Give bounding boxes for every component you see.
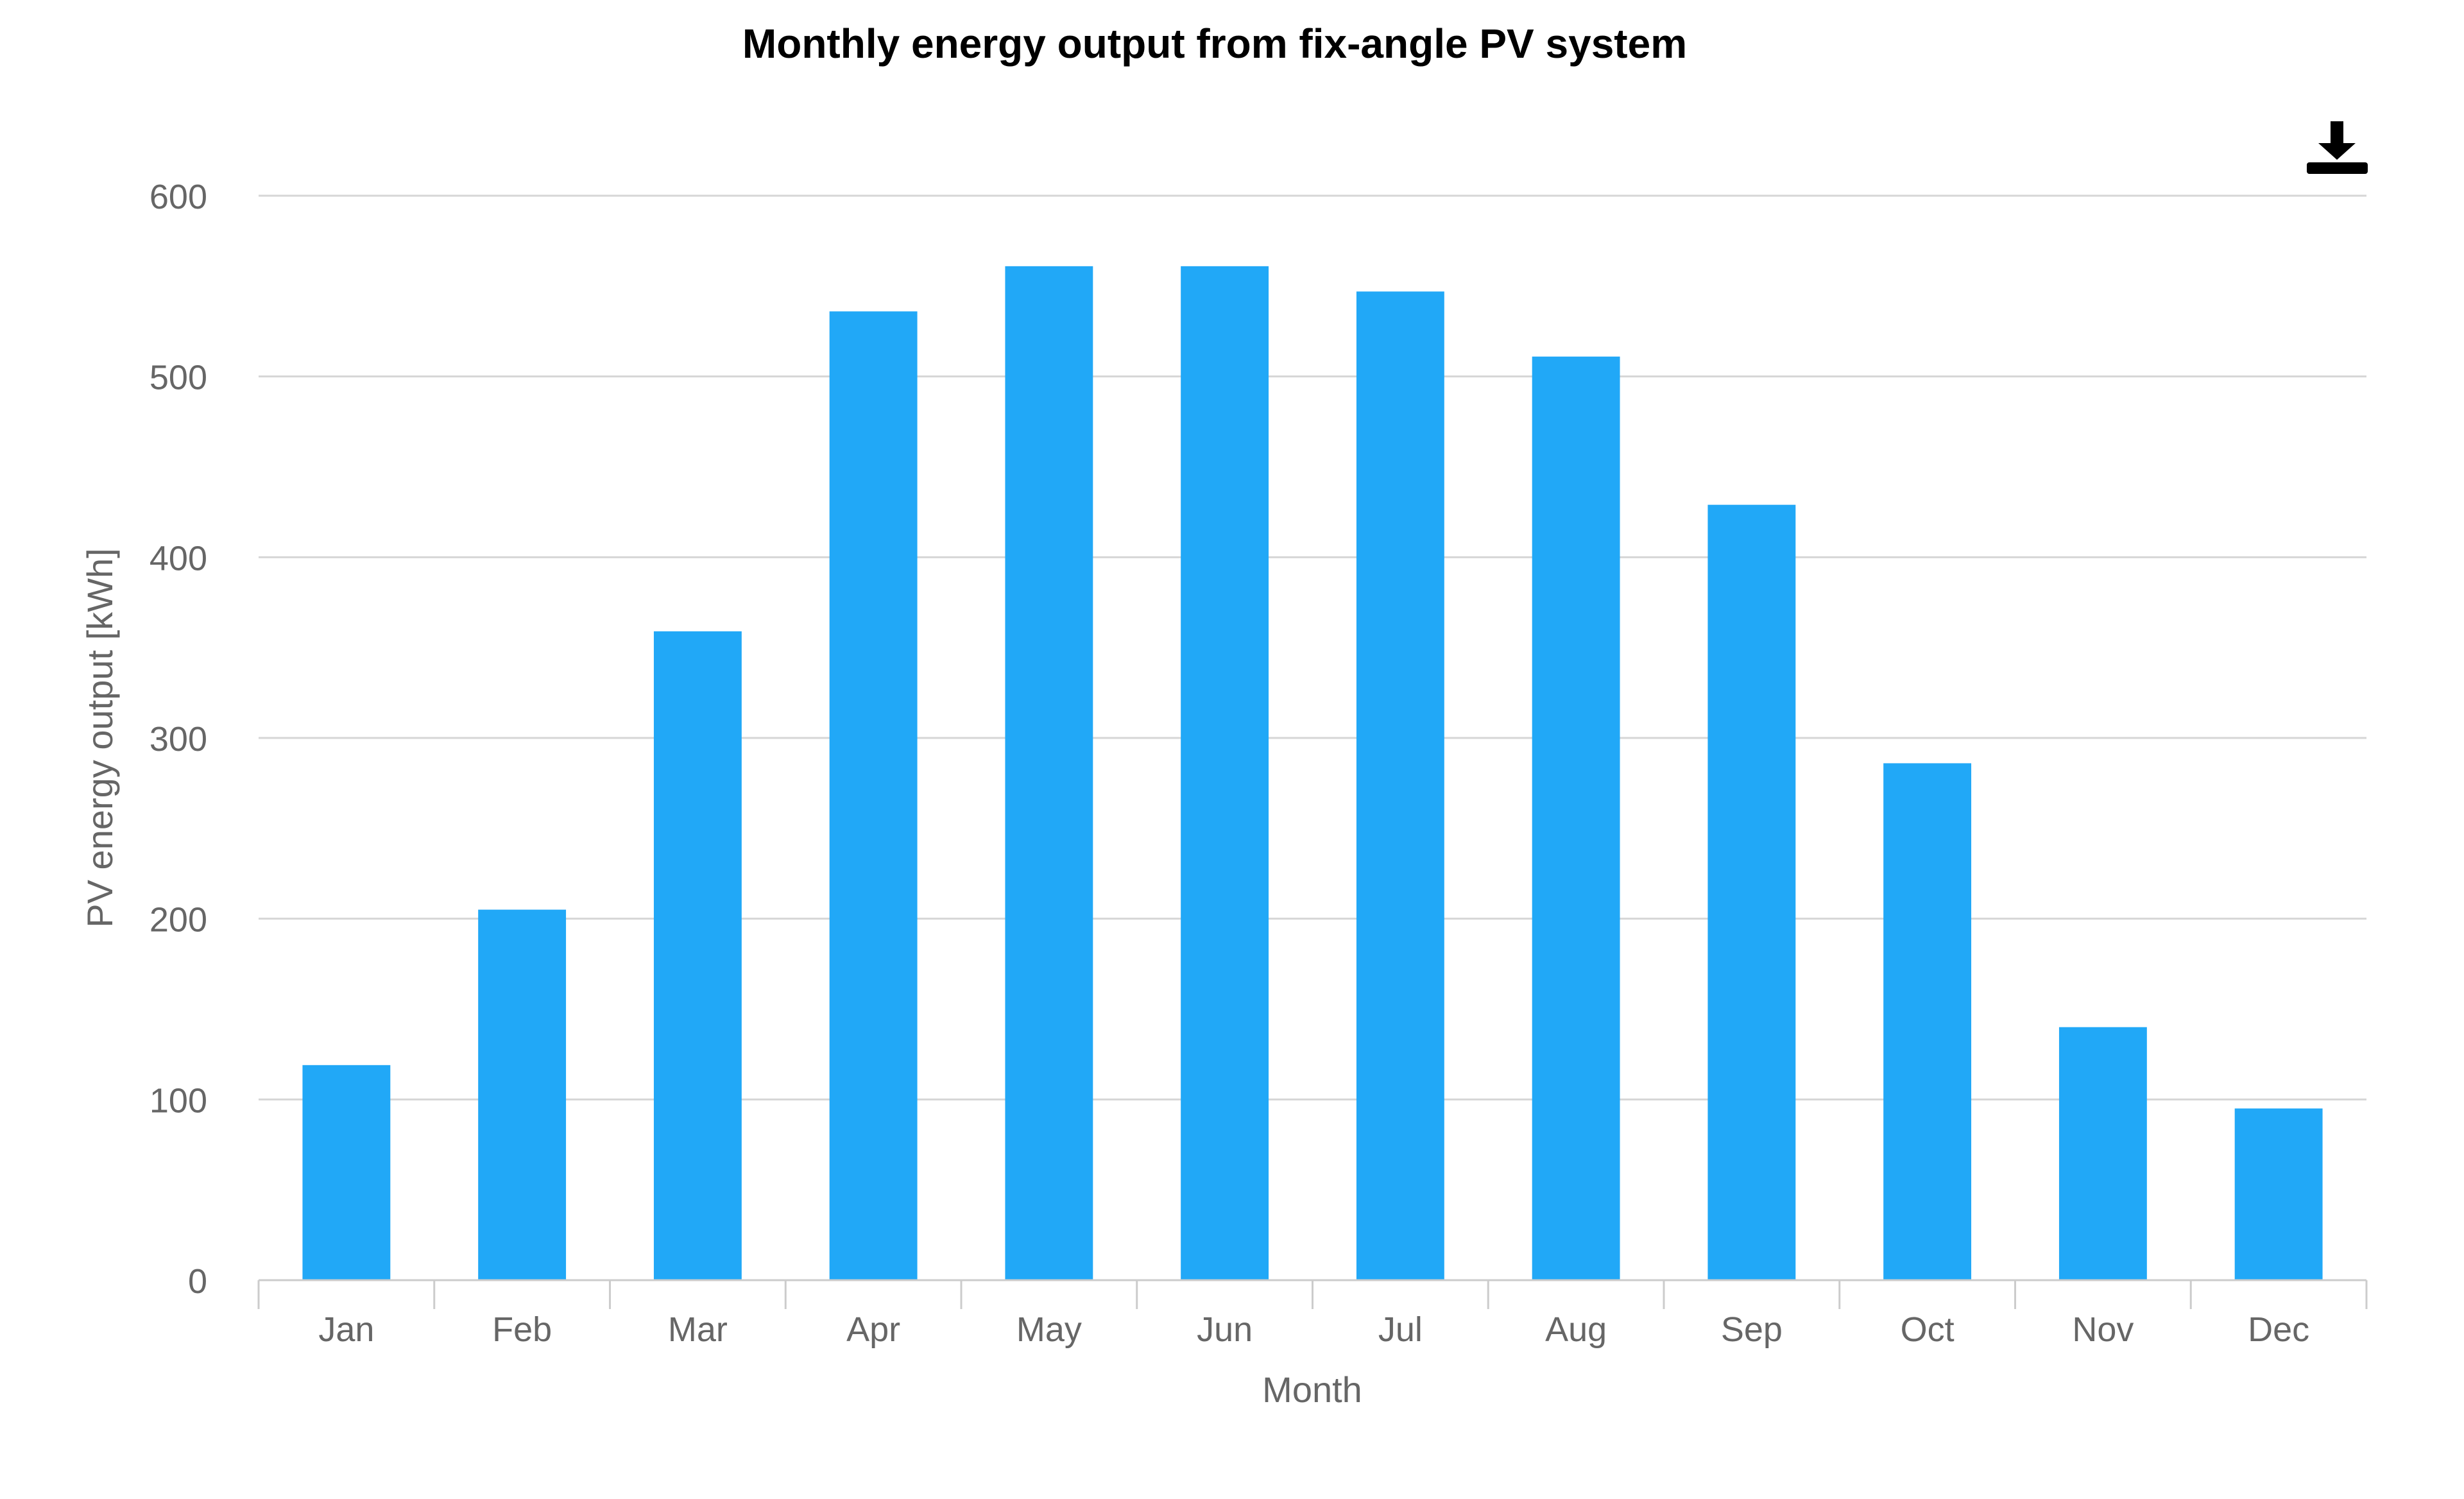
y-tick-label: 400: [150, 539, 207, 578]
y-tick-label: 300: [150, 720, 207, 758]
bar-nov: [2058, 1027, 2147, 1280]
y-tick-label: 100: [150, 1081, 207, 1120]
x-tick-label: Aug: [1545, 1310, 1607, 1349]
x-tick-label: Apr: [846, 1310, 900, 1349]
bar-dec: [2234, 1108, 2323, 1280]
y-tick-label: 600: [150, 178, 207, 216]
x-tick-label: Jun: [1197, 1310, 1253, 1349]
bar-aug: [1532, 356, 1620, 1280]
y-axis-title: PV energy output [kWh]: [80, 548, 120, 927]
x-tick-label: Oct: [1901, 1310, 1955, 1349]
x-tick-label: May: [1016, 1310, 1082, 1349]
x-tick-label: Jan: [318, 1310, 374, 1349]
gridlines: [259, 194, 2366, 1101]
x-tick-label: Mar: [668, 1310, 728, 1349]
x-tick-label: Nov: [2072, 1310, 2134, 1349]
bar-apr: [829, 311, 918, 1281]
y-tick-label: 200: [150, 901, 207, 939]
bar-jan: [302, 1065, 391, 1280]
bar-jun: [1181, 266, 1269, 1281]
x-axis-title: Month: [1262, 1369, 1362, 1410]
bars: [302, 266, 2323, 1281]
chart-title: Monthly energy output from fix-angle PV …: [742, 21, 1687, 67]
x-tick-label: Dec: [2248, 1310, 2309, 1349]
y-tick-label: 0: [188, 1262, 207, 1301]
download-button[interactable]: [2307, 121, 2368, 174]
bar-jul: [1356, 291, 1444, 1280]
bar-may: [1005, 266, 1093, 1281]
y-tick-label: 500: [150, 359, 207, 397]
x-tick-label: Feb: [492, 1310, 552, 1349]
x-axis: [257, 1279, 2368, 1309]
bar-feb: [478, 909, 567, 1280]
download-icon: [2307, 121, 2368, 174]
x-tick-label: Jul: [1378, 1310, 1423, 1349]
x-axis-ticks: Jan Feb Mar Apr May Jun Jul Aug Sep Oct Nov Dec: [318, 1310, 2309, 1349]
bar-sep: [1707, 504, 1796, 1280]
bar-oct: [1883, 763, 1972, 1280]
y-axis-ticks: 0 100 200 300 400 500 600: [150, 178, 207, 1301]
bar-mar: [653, 631, 742, 1280]
x-tick-label: Sep: [1721, 1310, 1783, 1349]
